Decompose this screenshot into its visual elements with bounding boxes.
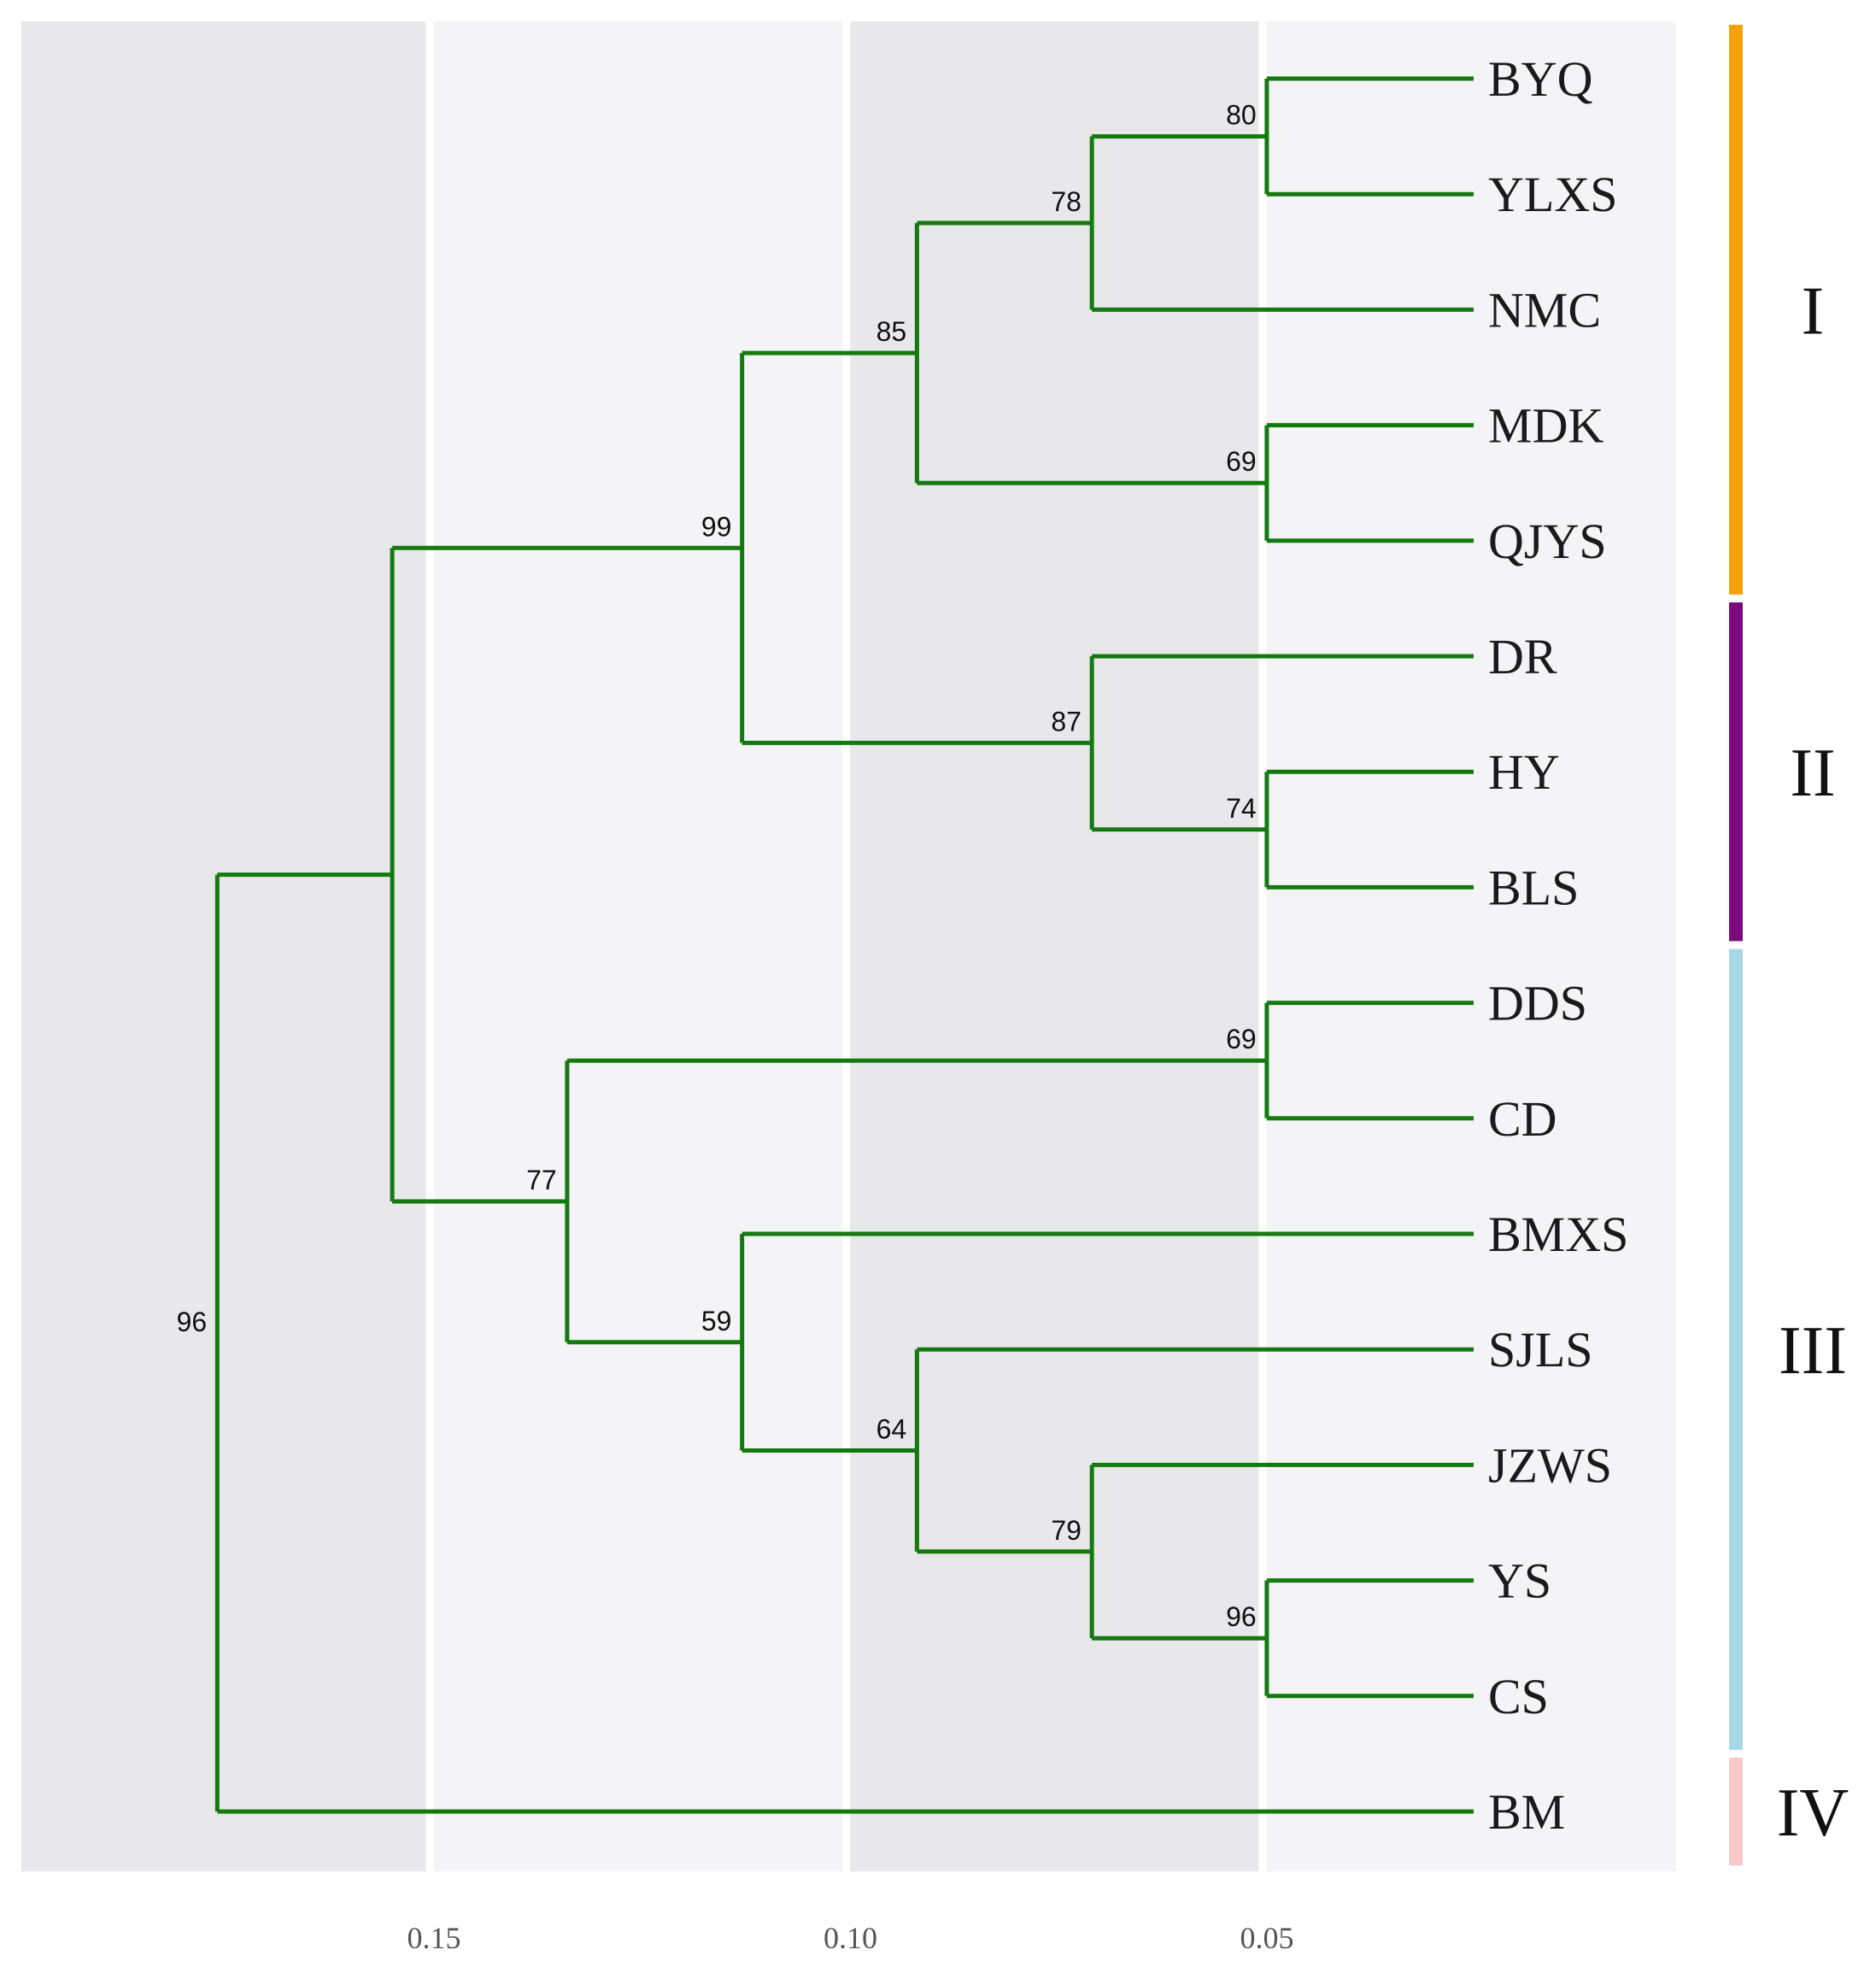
support-value-n-0-1-0: 69 (1226, 1024, 1257, 1054)
tip-label-qjys: QJYS (1488, 514, 1607, 569)
support-values: 80 78 69 85 74 87 99 69 96 79 64 59 77 96 (177, 100, 1257, 1633)
clade-bar-iv (1729, 1758, 1743, 1865)
tip-label-dr: DR (1488, 629, 1557, 684)
tip-label-cd: CD (1488, 1091, 1557, 1147)
clade-label-ii: II (1790, 736, 1835, 811)
support-value-n-0-0-1-1: 74 (1226, 793, 1257, 824)
tip-label-bmxs: BMXS (1488, 1207, 1628, 1262)
tree-branches (214, 76, 1474, 1814)
clade-bar-i (1729, 25, 1743, 595)
support-value-n-0-1-1: 59 (701, 1306, 732, 1336)
tip-label-jzws: JZWS (1488, 1437, 1612, 1493)
tip-label-mdk: MDK (1488, 398, 1603, 454)
clade-bar-iii (1729, 948, 1743, 1750)
band-1 (21, 21, 430, 1871)
clade-label-i: I (1802, 273, 1825, 349)
tip-label-ys: YS (1488, 1553, 1551, 1609)
support-value-n-0-0-0: 85 (876, 316, 907, 347)
band-3 (846, 21, 1263, 1871)
tip-label-cs: CS (1488, 1669, 1549, 1724)
background-bands (21, 21, 1676, 1871)
x-tick-label-0.15: 0.15 (407, 1921, 461, 1955)
tip-label-hy: HY (1488, 744, 1560, 800)
x-tick-label-0.10: 0.10 (824, 1921, 877, 1955)
x-tick-label-0.05: 0.05 (1240, 1921, 1294, 1955)
x-axis-ticks: 0.15 0.10 0.05 (407, 1921, 1294, 1955)
support-value-n-0-0-0-0: 78 (1051, 186, 1082, 217)
clade-label-iii: III (1779, 1313, 1847, 1389)
support-value-n-0-1-1-1: 64 (876, 1414, 907, 1445)
support-value-n-0-0-0-1: 69 (1226, 446, 1257, 477)
support-value-n-0-1: 77 (526, 1165, 557, 1195)
tip-label-ylxs: YLXS (1488, 167, 1617, 222)
tip-label-bls: BLS (1488, 860, 1579, 915)
tip-label-bm: BM (1488, 1784, 1565, 1840)
support-value-n-0-1-1-1-1-1: 96 (1226, 1601, 1257, 1632)
support-value-n-0-1-1-1-1: 79 (1051, 1515, 1082, 1546)
support-value-n-0-0-0-0-0: 80 (1226, 100, 1257, 131)
tip-labels: BYQ YLXS NMC MDK QJYS DR HY BLS DDS CD BMXS SJLS JZW… (1488, 51, 1628, 1840)
support-value-n: 96 (177, 1307, 208, 1337)
tip-label-dds: DDS (1488, 976, 1587, 1031)
clade-bar-ii (1729, 602, 1743, 942)
band-4 (1263, 21, 1676, 1871)
band-dividers (425, 21, 1267, 1871)
tip-label-byq: BYQ (1488, 51, 1592, 107)
clade-label-iv: IV (1777, 1776, 1849, 1851)
support-value-n-0-0-1: 87 (1051, 706, 1082, 737)
support-value-n-0-0: 99 (701, 511, 732, 542)
band-2 (430, 21, 847, 1871)
tip-label-nmc: NMC (1488, 282, 1601, 338)
tip-label-sjls: SJLS (1488, 1322, 1593, 1377)
